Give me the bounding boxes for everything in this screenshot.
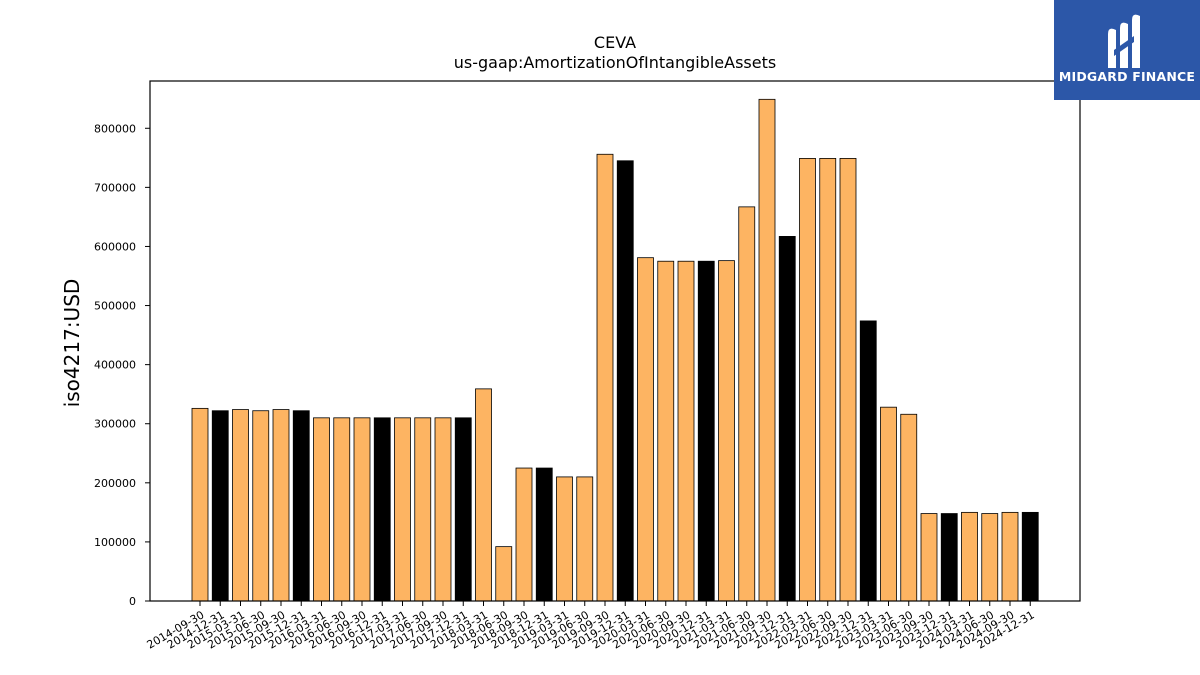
bar-2019-06-30 <box>576 476 594 602</box>
y-tick-label: 0 <box>129 595 136 608</box>
bar-2021-12-31 <box>778 236 796 602</box>
bar-2022-06-30 <box>819 158 837 602</box>
logo-text: MIDGARD FINANCE <box>1058 69 1196 84</box>
bar-2022-09-30 <box>839 158 857 602</box>
bar-2017-03-31 <box>394 417 411 602</box>
bar-2022-03-31 <box>799 158 816 602</box>
bar-2020-12-31 <box>697 260 715 602</box>
bar-2015-12-31 <box>292 410 310 602</box>
bar-2016-03-31 <box>313 417 330 602</box>
y-tick-label: 300000 <box>94 418 136 431</box>
x-axis: 2014-09-302014-12-312015-03-312015-06-30… <box>145 601 1037 652</box>
brand-logo: MIDGARD FINANCE <box>1054 0 1200 100</box>
bar-2024-03-31 <box>961 511 978 602</box>
chart-subtitle: us-gaap:AmortizationOfIntangibleAssets <box>454 53 776 72</box>
bar-2021-09-30 <box>758 98 776 602</box>
bar-2018-12-31 <box>535 467 553 602</box>
y-tick-label: 600000 <box>94 240 136 253</box>
bar-2015-09-30 <box>272 409 290 602</box>
y-tick-label: 200000 <box>94 477 136 490</box>
bar-2023-12-31 <box>940 513 958 602</box>
bar-2020-03-31 <box>637 257 654 602</box>
bar-2021-06-30 <box>738 206 756 602</box>
logo-mark-icon <box>1108 14 1140 69</box>
bar-2017-09-30 <box>434 417 452 602</box>
bar-2023-03-31 <box>880 406 897 602</box>
y-axis: 0 100000 200000 300000 400000 500000 600000 700… <box>94 122 150 608</box>
bar-2014-09-30 <box>191 407 209 602</box>
bar-2024-06-30 <box>981 513 999 602</box>
bar-2019-03-31 <box>556 476 573 602</box>
y-axis-label: iso4217:USD <box>60 279 84 408</box>
bar-2020-09-30 <box>677 260 695 602</box>
y-tick-label: 700000 <box>94 181 136 194</box>
bar-2015-06-30 <box>252 410 270 602</box>
bar-2016-09-30 <box>353 417 371 602</box>
bar-2018-09-30 <box>515 467 533 602</box>
bar-2017-06-30 <box>414 417 432 602</box>
chart-title: CEVA <box>594 33 636 52</box>
bar-2015-03-31 <box>232 409 249 602</box>
bar-2024-12-31 <box>1021 511 1039 602</box>
bar-2016-12-31 <box>373 417 391 602</box>
y-tick-label: 100000 <box>94 536 136 549</box>
bar-2016-06-30 <box>333 417 351 602</box>
plot-frame <box>149 80 1081 602</box>
bar-2024-09-30 <box>1001 511 1019 602</box>
bar-2021-03-31 <box>718 260 735 602</box>
bar-2018-06-30 <box>495 546 513 602</box>
bars-group <box>191 98 1039 602</box>
bar-2023-06-30 <box>900 413 918 602</box>
bar-2019-09-30 <box>596 153 614 602</box>
y-tick-label: 800000 <box>94 122 136 135</box>
y-tick-label: 500000 <box>94 300 136 313</box>
bar-2019-12-31 <box>616 160 634 602</box>
bar-2014-12-31 <box>211 410 229 602</box>
bar-2017-12-31 <box>454 417 472 602</box>
bar-2020-06-30 <box>657 260 675 602</box>
bar-2018-03-31 <box>475 388 492 602</box>
bar-2022-12-31 <box>859 320 877 602</box>
y-tick-label: 400000 <box>94 359 136 372</box>
bar-2023-09-30 <box>920 513 938 602</box>
